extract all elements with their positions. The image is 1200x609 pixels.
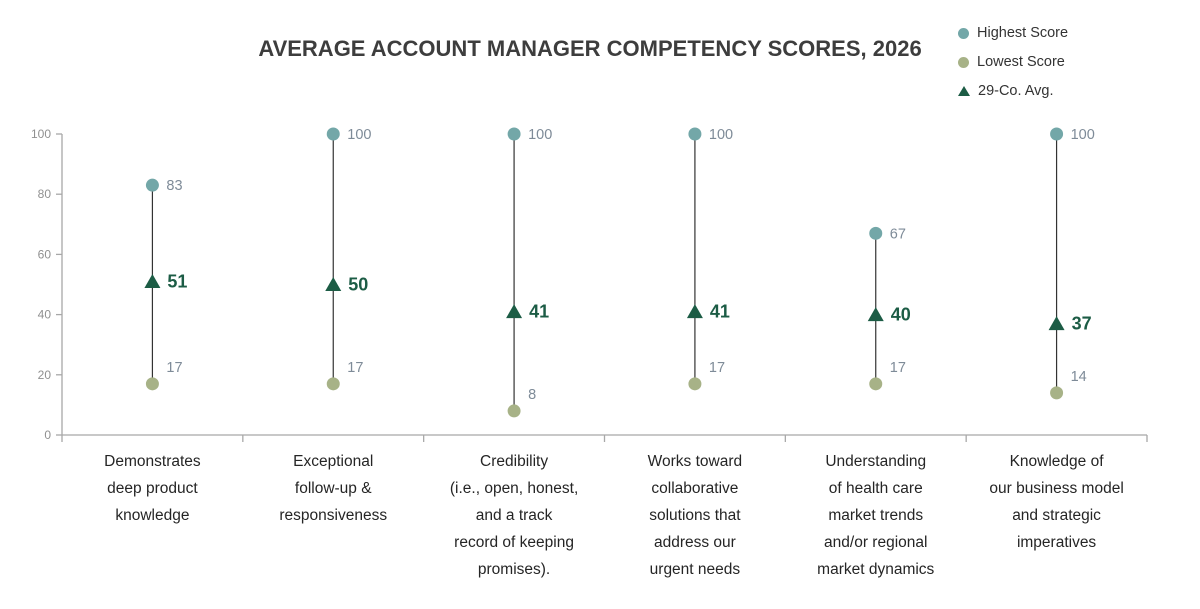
legend-circle-icon <box>958 56 969 68</box>
lowest-score-marker <box>688 377 702 391</box>
category-label-line: of health care <box>828 480 923 497</box>
highest-score-value: 100 <box>347 127 371 143</box>
highest-score-marker <box>326 127 340 141</box>
avg-value: 37 <box>1072 314 1092 334</box>
lowest-score-marker <box>1050 386 1064 400</box>
category-label-line: imperatives <box>1016 534 1097 551</box>
avg-value: 50 <box>348 275 368 295</box>
category-label-line: (i.e., open, honest, <box>449 480 579 497</box>
category-label-line: record of keeping <box>454 534 574 551</box>
category-label-line: collaborative <box>651 480 739 497</box>
category-label-line: Works toward <box>647 453 743 470</box>
highest-score-value: 100 <box>709 127 733 143</box>
category-label: Exceptional follow-up & responsiveness <box>248 448 419 529</box>
avg-marker <box>1048 316 1065 331</box>
highest-score-marker <box>869 226 883 240</box>
legend-item: Lowest Score <box>958 51 1068 73</box>
lowest-score-marker <box>507 404 521 418</box>
lowest-score-marker <box>145 377 159 391</box>
y-axis-tick-label: 40 <box>38 308 52 322</box>
avg-marker <box>686 304 703 319</box>
avg-value: 51 <box>167 271 187 291</box>
category-label-line: deep product <box>107 480 198 497</box>
category-label-line: and/or regional <box>824 534 928 551</box>
legend-circle-icon <box>958 27 969 39</box>
highest-score-value: 100 <box>1071 127 1095 143</box>
highest-score-marker <box>145 178 159 192</box>
highest-score-value: 67 <box>890 226 906 242</box>
category-label-line: responsiveness <box>279 507 388 524</box>
avg-marker <box>506 304 523 319</box>
category-label: Understanding of health care market trends… <box>790 448 961 583</box>
legend-label: 29-Co. Avg. <box>978 83 1054 99</box>
lowest-score-value: 17 <box>709 360 725 376</box>
category-label-line: our business model <box>989 480 1124 497</box>
highest-score-marker <box>688 127 702 141</box>
legend-label: Highest Score <box>977 25 1069 41</box>
y-axis-tick-label: 20 <box>38 368 52 382</box>
legend-triangle-icon <box>958 86 970 96</box>
legend: Highest Score Lowest Score 29-Co. Avg. <box>958 22 1068 109</box>
highest-score-value: 100 <box>528 127 552 143</box>
lowest-score-value: 17 <box>347 360 363 376</box>
category-label-line: Demonstrates <box>104 453 201 470</box>
category-label-line: Knowledge of <box>1009 453 1104 470</box>
category-label-line: and a track <box>475 507 553 524</box>
lowest-score-marker <box>326 377 340 391</box>
highest-score-marker <box>1050 127 1064 141</box>
highest-score-value: 83 <box>166 178 182 194</box>
avg-value: 41 <box>710 302 730 322</box>
avg-marker <box>144 273 161 288</box>
category-label-line: promises). <box>477 561 551 578</box>
y-axis-tick-label: 60 <box>38 247 52 261</box>
y-axis-tick-label: 0 <box>44 428 51 442</box>
category-label-line: solutions that <box>649 507 741 524</box>
y-axis-tick-label: 100 <box>31 127 51 141</box>
lowest-score-marker <box>869 377 883 391</box>
category-label: Works toward collaborative solutions that a… <box>610 448 781 583</box>
chart-title: AVERAGE ACCOUNT MANAGER COMPETENCY SCORE… <box>258 36 922 61</box>
y-axis-tick-label: 80 <box>38 187 52 201</box>
category-label: Knowledge of our business model and strate… <box>971 448 1142 556</box>
category-label-line: and strategic <box>1012 507 1101 524</box>
avg-marker <box>867 307 884 322</box>
legend-item: Highest Score <box>958 22 1068 44</box>
category-label: Credibility (i.e., open, honest, and a tra… <box>429 448 600 583</box>
category-label: Demonstrates deep product knowledge <box>67 448 238 529</box>
legend-item: 29-Co. Avg. <box>958 80 1068 102</box>
avg-value: 40 <box>891 305 911 325</box>
lowest-score-value: 14 <box>1071 369 1087 385</box>
lowest-score-value: 17 <box>890 360 906 376</box>
category-label-line: urgent needs <box>649 561 741 578</box>
legend-label: Lowest Score <box>977 54 1065 70</box>
category-label-line: follow-up & <box>294 480 372 497</box>
category-label-line: market trends <box>828 507 924 524</box>
lowest-score-value: 17 <box>166 360 182 376</box>
category-label-line: Exceptional <box>293 453 374 470</box>
category-label-line: Credibility <box>480 453 549 470</box>
avg-marker <box>325 277 342 291</box>
avg-value: 41 <box>529 302 549 322</box>
lowest-score-value: 8 <box>528 387 536 403</box>
category-label-line: market dynamics <box>817 561 935 578</box>
category-label-line: Understanding <box>825 453 927 470</box>
category-label-line: address our <box>653 534 736 551</box>
category-label-line: knowledge <box>115 507 190 524</box>
highest-score-marker <box>507 127 521 141</box>
